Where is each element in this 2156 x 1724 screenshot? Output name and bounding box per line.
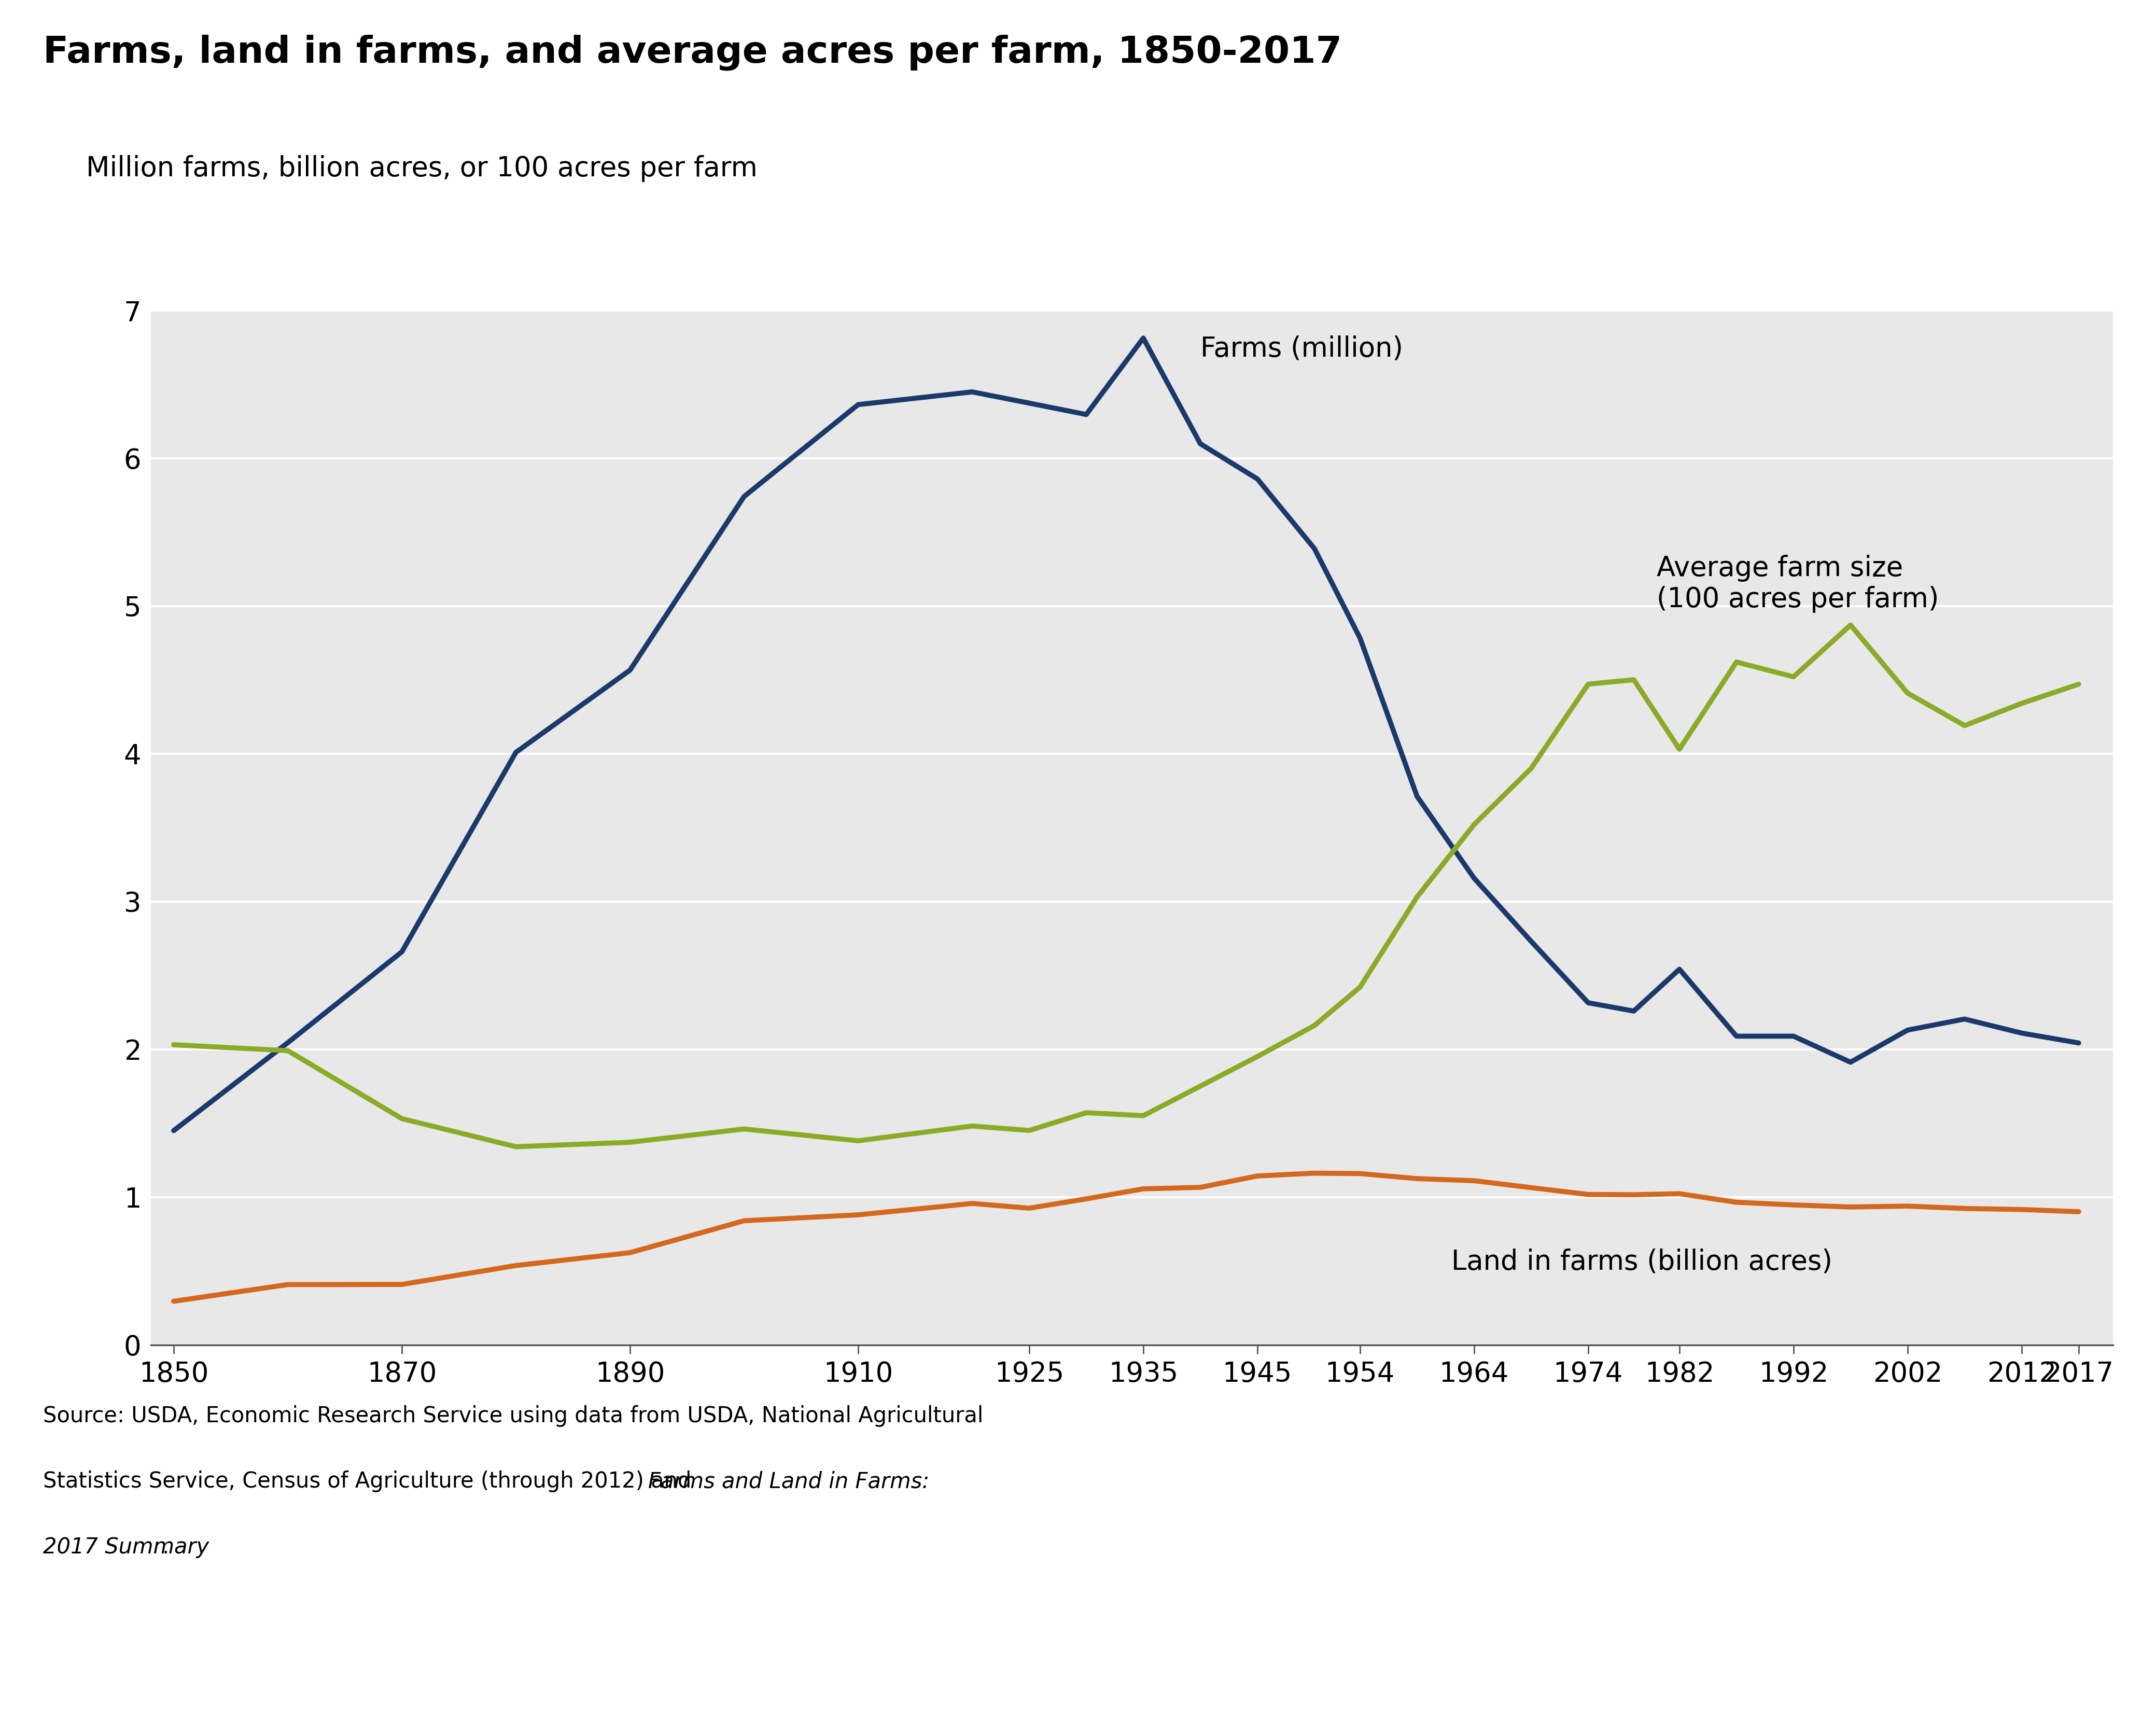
Text: Land in farms (billion acres): Land in farms (billion acres) [1451, 1248, 1833, 1276]
Text: Source: USDA, Economic Research Service using data from USDA, National Agricultu: Source: USDA, Economic Research Service … [43, 1405, 983, 1427]
Text: Farms, land in farms, and average acres per farm, 1850-2017: Farms, land in farms, and average acres … [43, 34, 1341, 71]
Text: Farms (million): Farms (million) [1201, 334, 1404, 362]
Text: Statistics Service, Census of Agriculture (through 2012) and: Statistics Service, Census of Agricultur… [43, 1471, 699, 1493]
Text: 2017 Summary: 2017 Summary [43, 1536, 209, 1558]
Text: Average farm size
(100 acres per farm): Average farm size (100 acres per farm) [1656, 555, 1938, 612]
Text: Million farms, billion acres, or 100 acres per farm: Million farms, billion acres, or 100 acr… [86, 155, 757, 183]
Text: Farms and Land in Farms:: Farms and Land in Farms: [649, 1471, 929, 1493]
Text: .: . [162, 1536, 168, 1558]
